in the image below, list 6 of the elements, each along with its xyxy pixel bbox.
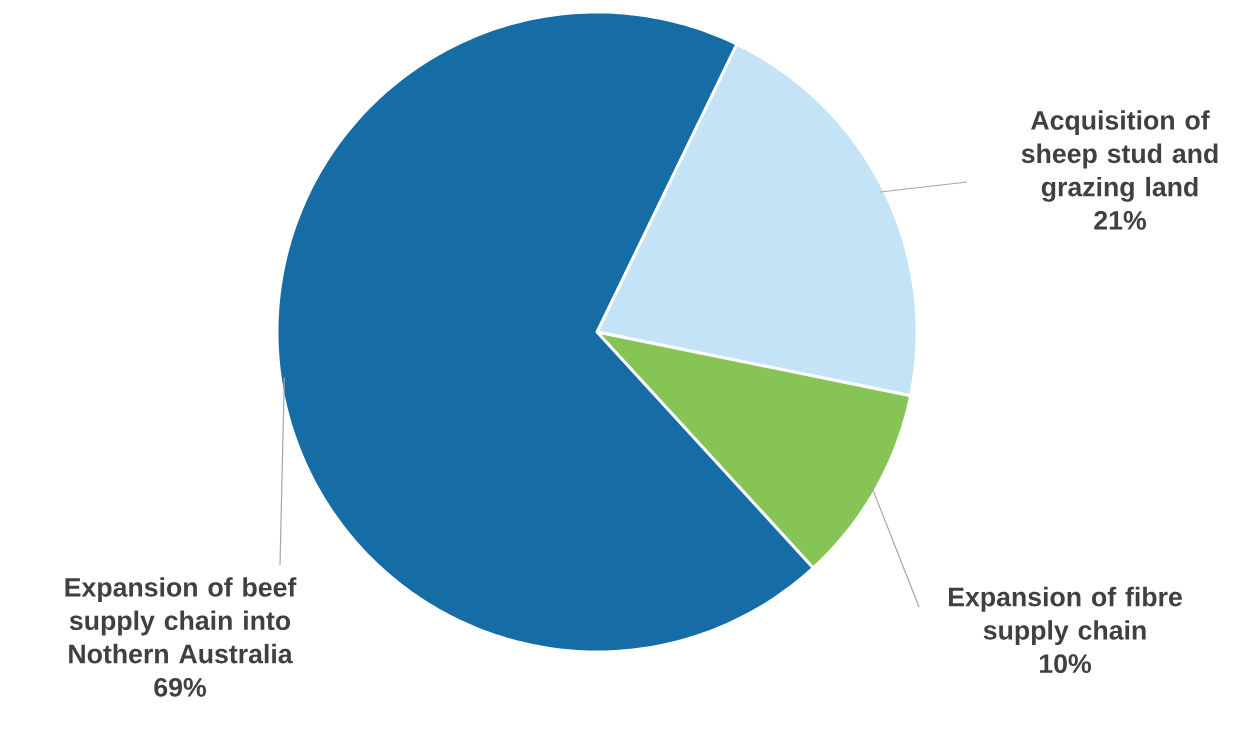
slice-label: Acquisition of sheep stud and grazing land xyxy=(1021,110,1218,202)
slice-label: Expansion of beef supply chain into Nothern Australia xyxy=(65,577,297,664)
data-label: 21% xyxy=(1094,210,1146,230)
data-label: 69% xyxy=(154,677,206,697)
slice-label: Expansion of fibre supply chain xyxy=(949,586,1182,646)
data-label: 10% xyxy=(1039,654,1091,674)
